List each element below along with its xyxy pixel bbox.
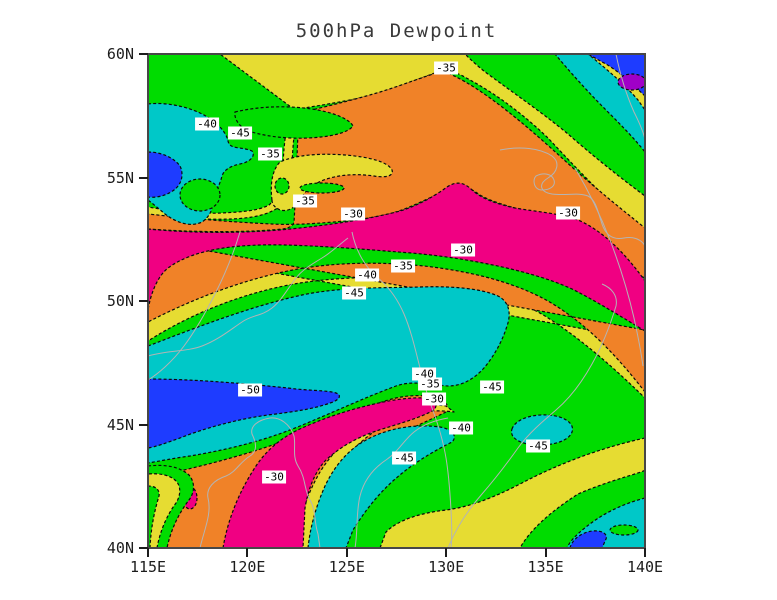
y-axis-tick bbox=[139, 300, 148, 302]
x-axis-tick-label: 125E bbox=[328, 558, 365, 576]
contour-value-label: -30 bbox=[451, 243, 475, 257]
x-axis-tick bbox=[147, 548, 149, 557]
contour-value-label: -40 bbox=[449, 421, 473, 435]
y-axis-tick bbox=[139, 53, 148, 55]
x-axis-tick bbox=[644, 548, 646, 557]
y-axis-tick-label: 45N bbox=[106, 415, 134, 434]
y-axis-tick-label: 60N bbox=[106, 45, 134, 63]
contour-value-label: -45 bbox=[342, 286, 366, 300]
x-axis-tick bbox=[345, 548, 348, 557]
x-axis-tick-label: 120E bbox=[229, 558, 266, 576]
x-axis-tick-label: 135E bbox=[527, 558, 564, 576]
contour-value-label: -35 bbox=[434, 61, 458, 75]
contour-value-label: -30 bbox=[262, 470, 286, 484]
contour-value-label: -30 bbox=[556, 206, 580, 220]
y-axis-tick bbox=[139, 423, 148, 426]
x-axis-tick-label: 115E bbox=[129, 558, 167, 576]
contour-value-label: -50 bbox=[238, 383, 262, 397]
contour-value-label: -40 bbox=[195, 117, 219, 131]
x-axis-tick bbox=[445, 548, 448, 557]
chart-title: 500hPa Dewpoint bbox=[295, 20, 498, 42]
contour-value-label: -45 bbox=[392, 451, 416, 465]
y-axis-tick bbox=[139, 547, 148, 549]
contour-value-label: -30 bbox=[341, 207, 365, 221]
contour-value-label: -35 bbox=[418, 377, 442, 391]
plot-frame bbox=[147, 53, 646, 549]
x-axis-tick bbox=[544, 548, 547, 557]
x-axis-tick-label: 140E bbox=[626, 558, 664, 576]
y-axis-tick-label: 50N bbox=[106, 292, 134, 310]
y-axis-tick-label: 40N bbox=[106, 539, 134, 557]
contour-value-label: -45 bbox=[526, 439, 550, 453]
contour-value-label: -30 bbox=[422, 392, 446, 406]
contour-value-label: -45 bbox=[480, 380, 504, 394]
contour-value-label: -35 bbox=[293, 194, 317, 208]
contour-value-label: -40 bbox=[412, 367, 436, 381]
contour-value-label: -45 bbox=[228, 126, 252, 140]
contour-value-label: -35 bbox=[258, 147, 282, 161]
y-axis-tick-label: 55N bbox=[106, 168, 134, 187]
contour-value-label: -35 bbox=[391, 259, 415, 273]
contour-value-label: -40 bbox=[355, 268, 379, 282]
x-axis-tick bbox=[246, 548, 249, 557]
x-axis-tick-label: 130E bbox=[428, 558, 465, 576]
y-axis-tick bbox=[139, 176, 148, 179]
